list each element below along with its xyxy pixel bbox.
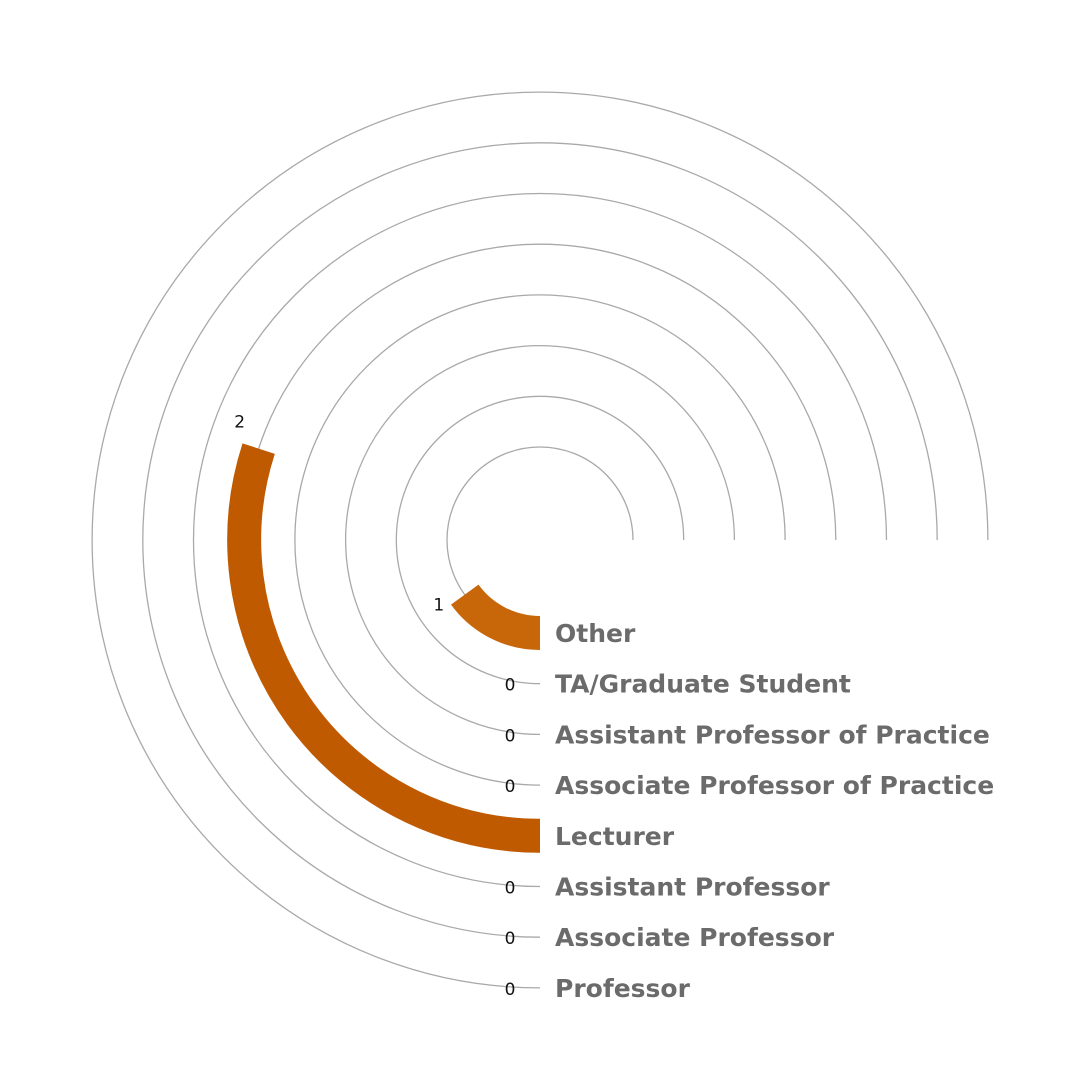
category-label-associate-professor-of-practice: Associate Professor of Practice — [555, 771, 994, 800]
category-label-professor: Professor — [555, 974, 691, 1003]
ring-track-associate-professor — [142, 142, 938, 938]
ring-track-professor — [91, 91, 989, 989]
ring-track-assistant-professor — [192, 192, 888, 888]
bar-other — [451, 584, 541, 650]
category-label-associate-professor: Associate Professor — [555, 923, 835, 952]
value-label-professor: 0 — [505, 980, 516, 1000]
value-label-associate-professor-of-practice: 0 — [505, 777, 516, 797]
category-labels: Other TA/Graduate Student Assistant Profes… — [555, 619, 994, 1003]
value-label-lecturer: 2 — [234, 413, 245, 433]
ring-bars — [227, 443, 541, 853]
category-label-lecturer: Lecturer — [555, 822, 675, 851]
ring-tracks — [91, 91, 989, 989]
category-label-assistant-professor-of-practice: Assistant Professor of Practice — [555, 720, 990, 749]
value-label-ta-graduate-student: 0 — [505, 676, 516, 696]
category-label-other: Other — [555, 619, 636, 648]
ring-track-associate-professor-of-practice — [294, 294, 786, 786]
value-label-assistant-professor: 0 — [505, 879, 516, 899]
category-label-assistant-professor: Assistant Professor — [555, 873, 830, 902]
value-label-assistant-professor-of-practice: 0 — [505, 726, 516, 746]
bar-lecturer — [227, 443, 541, 853]
value-label-associate-professor: 0 — [505, 929, 516, 949]
ring-track-assistant-professor-of-practice — [344, 344, 736, 736]
value-labels: 1 0 0 0 2 0 0 0 — [234, 413, 515, 1000]
ring-track-ta-graduate-student — [395, 395, 685, 685]
category-label-ta-graduate-student: TA/Graduate Student — [555, 670, 851, 699]
value-label-other: 1 — [433, 596, 444, 616]
